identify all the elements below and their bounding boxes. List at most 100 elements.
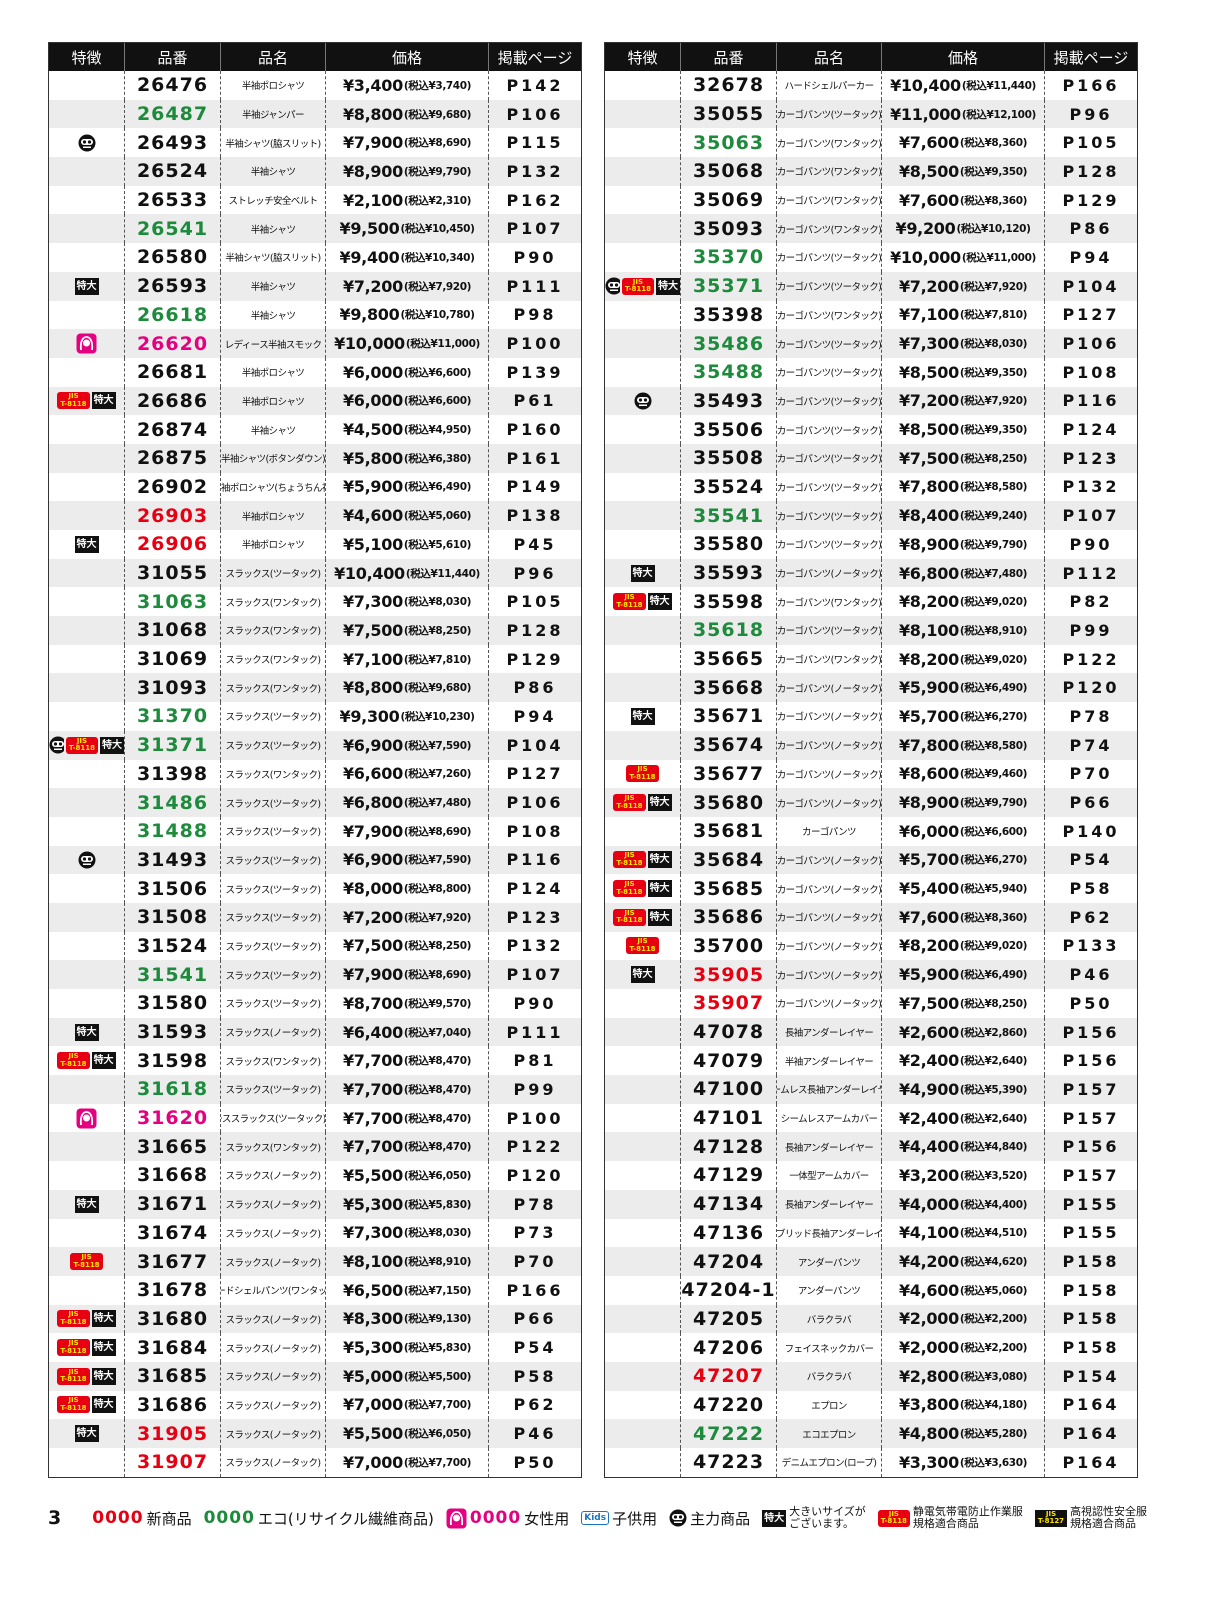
table-row: 31370 スラックス(ツータック) ¥9,300 (税込¥10,230) P94 xyxy=(49,702,581,731)
price-cell: ¥6,800 (税込¥7,480) xyxy=(325,788,488,817)
feature-cell xyxy=(49,1161,124,1190)
table-row: 特大 35671 カーゴパンツ(ノータック) ¥5,700 (税込¥6,270) P78 xyxy=(605,702,1137,731)
feature-cell xyxy=(605,128,680,157)
feature-cell xyxy=(49,100,124,129)
feature-cell xyxy=(49,1075,124,1104)
page-ref: P111 xyxy=(488,1017,581,1047)
tax-price: (税込¥9,790) xyxy=(403,165,472,178)
product-code: 35677 xyxy=(680,759,776,789)
tax-price: (税込¥8,580) xyxy=(959,739,1028,752)
price-cell: ¥7,200 (税込¥7,920) xyxy=(881,386,1044,416)
badge-line: T-8118 xyxy=(68,744,95,753)
price: ¥4,100 xyxy=(898,1223,959,1243)
page-ref: P128 xyxy=(488,616,581,645)
product-name: スラックス(ノータック) xyxy=(220,1218,325,1248)
table-row: 31580 スラックス(ツータック) ¥8,700 (税込¥9,570) P90 xyxy=(49,989,581,1018)
feature-cell: 特大 xyxy=(605,960,680,989)
price: ¥6,000 xyxy=(342,391,403,411)
page-ref: P78 xyxy=(488,1189,581,1219)
table-row: 31524 スラックス(ツータック) ¥7,500 (税込¥8,250) P132 xyxy=(49,931,581,961)
product-name: カーゴパンツ(ノータック) xyxy=(776,845,881,875)
feature-cell: JIS T-8118 特大 xyxy=(605,272,680,301)
badge-line: JIS xyxy=(624,593,635,602)
table-row: 26874 半袖シャツ ¥4,500 (税込¥4,950) P160 xyxy=(49,415,581,444)
tax-price: (税込¥6,490) xyxy=(959,969,1028,982)
page-ref: P162 xyxy=(488,185,581,215)
price-cell: ¥7,500 (税込¥8,250) xyxy=(881,989,1044,1018)
badge-line: T-8118 xyxy=(616,600,643,609)
product-name: カーゴパンツ(ノータック) xyxy=(776,902,881,932)
feature-cell: 特大 xyxy=(49,272,124,301)
feature-cell xyxy=(49,559,124,588)
page-ref: P142 xyxy=(488,71,581,100)
price-cell: ¥8,300 (税込¥9,130) xyxy=(325,1304,488,1334)
table-row: 31674 スラックス(ノータック) ¥7,300 (税込¥8,030) P73 xyxy=(49,1218,581,1248)
tax-price: (税込¥2,310) xyxy=(403,194,472,207)
product-name: 半袖シャツ(脇スリット) xyxy=(220,128,325,158)
tax-price: (税込¥7,810) xyxy=(403,653,472,666)
table-row: 35508 カーゴパンツ(ツータック) ¥7,500 (税込¥8,250) P123 xyxy=(605,443,1137,473)
page-ref: P62 xyxy=(488,1390,581,1420)
big-badge: 特大 xyxy=(647,794,672,812)
legend-item: JIS T-8118 静電気帯電防止作業服 規格適合商品 xyxy=(877,1506,1023,1530)
page-ref: P100 xyxy=(488,1103,581,1133)
product-name: スラックス(ノータック) xyxy=(220,1390,325,1420)
tax-price: (税込¥9,350) xyxy=(959,366,1028,379)
product-name: スラックス(ツータック) xyxy=(220,902,325,932)
price-cell: ¥8,600 (税込¥9,460) xyxy=(881,759,1044,789)
big-badge: 特大 xyxy=(74,277,99,295)
tax-price: (税込¥6,600) xyxy=(403,366,472,379)
price-cell: ¥7,500 (税込¥8,250) xyxy=(325,931,488,961)
page-ref: P161 xyxy=(488,443,581,473)
price: ¥7,800 xyxy=(898,735,959,755)
product-name: スラックス(ノータック) xyxy=(220,1247,325,1276)
product-code: 31598 xyxy=(124,1046,220,1076)
price-cell: ¥5,800 (税込¥6,380) xyxy=(325,443,488,473)
badge-line: T-8118 xyxy=(624,285,651,294)
price: ¥4,600 xyxy=(898,1280,959,1300)
tax-price: (税込¥8,910) xyxy=(403,1256,472,1269)
price-cell: ¥5,500 (税込¥6,050) xyxy=(325,1419,488,1448)
price: ¥7,000 xyxy=(342,1395,403,1415)
price: ¥7,200 xyxy=(898,391,959,411)
price-cell: ¥7,000 (税込¥7,700) xyxy=(325,1448,488,1477)
header-cell: 特徴 xyxy=(627,48,658,67)
main-icon xyxy=(669,1509,687,1527)
price-cell: ¥4,500 (税込¥4,950) xyxy=(325,415,488,444)
table-row: 35580 カーゴパンツ(ツータック) ¥8,900 (税込¥9,790) P90 xyxy=(605,530,1137,559)
price: ¥10,400 xyxy=(890,75,961,95)
table-row: 26476 半袖ポロシャツ ¥3,400 (税込¥3,740) P142 xyxy=(49,71,581,100)
product-code: 31677 xyxy=(124,1247,220,1276)
page-ref: P46 xyxy=(1044,960,1137,989)
price-cell: ¥7,600 (税込¥8,360) xyxy=(881,128,1044,158)
table-row: 31620レディーススラックス(ツータック)(脇ゴム)¥7,700(税込¥8,4… xyxy=(49,1103,581,1133)
legend-label: 主力商品 xyxy=(690,1509,751,1528)
page-ref: P128 xyxy=(1044,157,1137,186)
tax-price: (税込¥9,680) xyxy=(403,682,472,695)
product-name: カーゴパンツ(ツータック) xyxy=(776,443,881,473)
legend-code: 0000 xyxy=(92,1508,144,1528)
page-ref: P66 xyxy=(488,1304,581,1334)
feature-cell xyxy=(605,473,680,502)
badge-line: JIS xyxy=(624,880,635,889)
product-name: スラックス(ツータック) xyxy=(220,702,325,731)
price-cell: ¥6,000 (税込¥6,600) xyxy=(325,386,488,416)
table-row: 特大 31905 スラックス(ノータック) ¥5,500 (税込¥6,050) P46 xyxy=(49,1419,581,1448)
page-ref: P99 xyxy=(1044,616,1137,645)
product-name: シームレス長袖アンダーレイヤー xyxy=(776,1075,881,1104)
product-name: レディーススラックス(ツータック)(脇ゴム) xyxy=(220,1103,325,1133)
product-name: カーゴパンツ(ツータック) xyxy=(776,415,881,444)
table-row: 47136ハイブリッド長袖アンダーレイヤー¥4,100(税込¥4,510)P15… xyxy=(605,1218,1137,1248)
product-name: スラックス(ノータック) xyxy=(220,1361,325,1391)
price: ¥8,200 xyxy=(898,936,959,956)
price-cell: ¥6,000 (税込¥6,600) xyxy=(325,357,488,387)
table-row: 26524 半袖シャツ ¥8,900 (税込¥9,790) P132 xyxy=(49,157,581,186)
price: ¥5,900 xyxy=(898,965,959,985)
price: ¥2,100 xyxy=(342,190,403,210)
product-code: 31671 xyxy=(124,1189,220,1219)
tax-price: (税込¥7,920) xyxy=(959,280,1028,293)
page-ref: P139 xyxy=(488,357,581,387)
tax-price: (税込¥8,030) xyxy=(403,1227,472,1240)
feature-cell xyxy=(49,444,124,473)
tax-price: (税込¥9,020) xyxy=(959,940,1028,953)
